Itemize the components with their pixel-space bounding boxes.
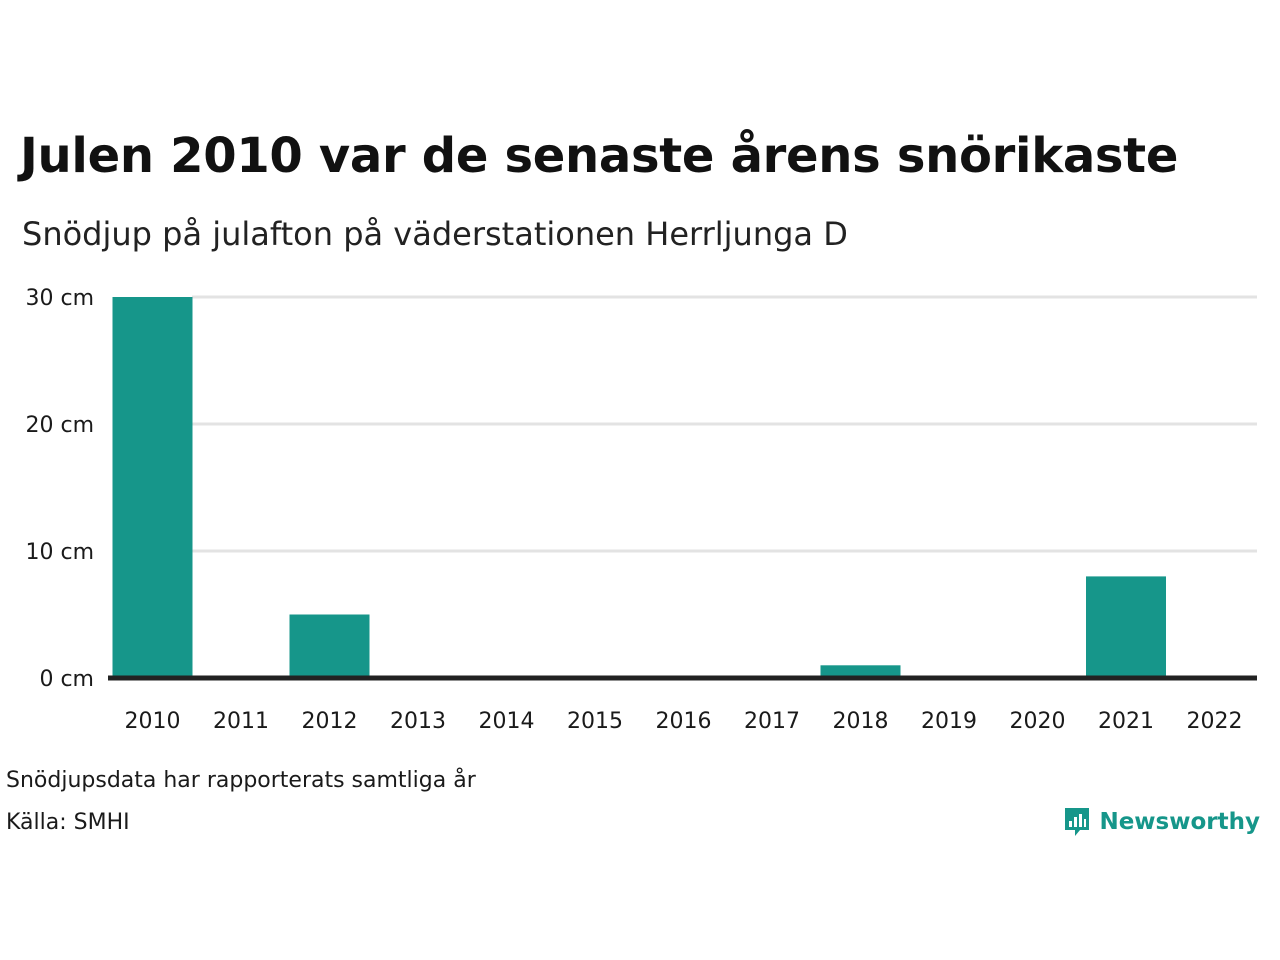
x-tick-label: 2017 [744, 709, 800, 734]
chart-title: Julen 2010 var de senaste årens snörikas… [20, 128, 1179, 184]
bar-chart-speech-bubble-icon [1065, 808, 1090, 836]
source-credit: Källa: SMHI [6, 810, 130, 835]
chart-subtitle: Snödjup på julafton på väderstationen He… [22, 215, 848, 253]
bar-2021 [1086, 576, 1166, 678]
y-tick-label: 0 cm [39, 667, 94, 692]
bar-2018 [820, 665, 901, 678]
y-tick-label: 10 cm [25, 540, 94, 565]
x-tick-label: 2012 [302, 709, 358, 734]
bars-layer [108, 297, 1257, 681]
x-axis-labels: 2010 2011 2012 2013 2014 2015 2016 2017 2018 2019… [125, 709, 1243, 734]
x-tick-label: 2019 [921, 709, 977, 734]
x-tick-label: 2010 [125, 709, 181, 734]
x-tick-label: 2022 [1187, 709, 1243, 734]
x-tick-label: 2015 [567, 709, 623, 734]
bar-2010 [112, 297, 193, 678]
x-tick-label: 2021 [1098, 709, 1154, 734]
x-tick-label: 2011 [213, 709, 269, 734]
x-tick-label: 2014 [479, 709, 535, 734]
x-tick-label: 2018 [833, 709, 889, 734]
brand-logo: Newsworthy [1063, 806, 1260, 838]
brand-name: Newsworthy [1099, 809, 1260, 835]
data-note: Snödjupsdata har rapporterats samtliga å… [6, 768, 476, 793]
grid-layer [192, 295, 1257, 553]
bar-chart: 0 cm 10 cm 20 cm 30 cm 2010 2011 2012 2013 2014… [0, 270, 1280, 744]
y-axis-labels: 0 cm 10 cm 20 cm 30 cm [25, 286, 94, 692]
x-tick-label: 2020 [1010, 709, 1066, 734]
bar-2012 [289, 614, 370, 678]
y-tick-label: 20 cm [25, 413, 94, 438]
bar-chart-svg: 0 cm 10 cm 20 cm 30 cm 2010 2011 2012 2013 2014… [25, 286, 1257, 734]
x-tick-label: 2013 [390, 709, 446, 734]
x-tick-label: 2016 [656, 709, 712, 734]
y-tick-label: 30 cm [25, 286, 94, 311]
